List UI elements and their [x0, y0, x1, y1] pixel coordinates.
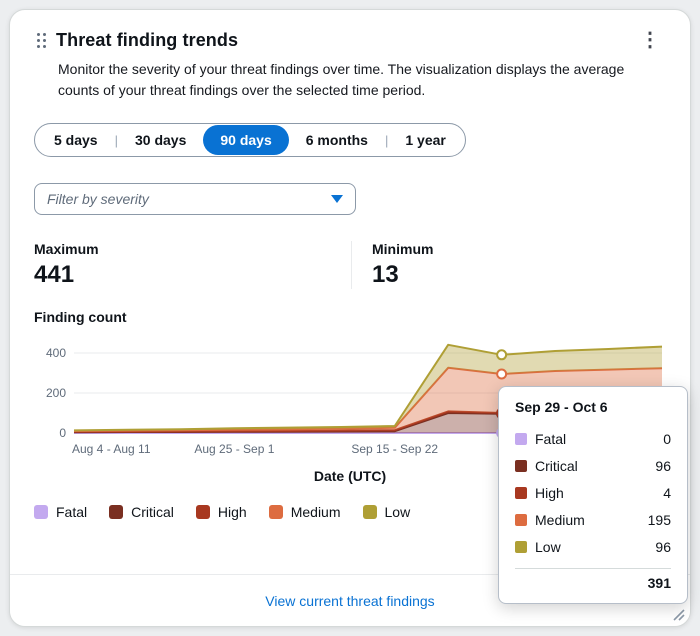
range-option-6-months[interactable]: 6 months — [289, 125, 385, 155]
tooltip-label[interactable]: Medium — [535, 511, 585, 528]
legend-swatch — [268, 505, 283, 519]
range-option-5-days[interactable]: 5 days — [37, 125, 115, 155]
legend-item-medium[interactable]: Medium — [268, 504, 341, 520]
tooltip-label[interactable]: Critical — [535, 457, 578, 474]
legend-label: Fatal — [56, 504, 88, 520]
tooltip-row-critical: Critical 96 — [515, 452, 671, 479]
minimum-value: 13 — [372, 261, 399, 288]
threat-trends-widget: Threat finding trends ⋮ Monitor the seve… — [9, 9, 691, 627]
svg-text:0: 0 — [59, 426, 66, 440]
legend-item-fatal[interactable]: Fatal — [34, 504, 87, 520]
tooltip-value: 96 — [655, 457, 671, 474]
legend-label: Critical — [131, 504, 174, 520]
widget-title: Threat finding trends — [56, 29, 239, 50]
filter-placeholder: Filter by severity — [47, 191, 149, 207]
legend-swatch — [362, 505, 377, 519]
view-findings-link[interactable]: View current threat findings — [265, 592, 435, 609]
range-separator: | — [114, 132, 118, 148]
legend-swatch — [34, 505, 48, 519]
drag-handle-icon[interactable] — [34, 31, 48, 49]
stats-row: Maximum 441 Minimum 13 — [34, 241, 666, 289]
tooltip-value: 4 — [663, 484, 671, 501]
svg-text:Sep 15 - Sep 22: Sep 15 - Sep 22 — [351, 442, 438, 456]
legend-item-high[interactable]: High — [195, 504, 247, 520]
legend-swatch — [109, 505, 124, 519]
range-selector: 5 days | 30 days 90 days 6 months | 1 year — [34, 123, 466, 157]
filter-severity-select[interactable]: Filter by severity — [34, 183, 356, 215]
tooltip-total: 391 — [647, 575, 671, 591]
tooltip-value: 0 — [663, 430, 671, 447]
tooltip-row-high: High 4 — [515, 479, 671, 506]
tooltip-row-fatal: Fatal 0 — [515, 425, 671, 452]
legend-swatch — [195, 505, 210, 519]
tooltip-value: 195 — [647, 511, 671, 528]
overflow-menu-button[interactable]: ⋮ — [634, 28, 666, 52]
resize-handle-icon[interactable] — [671, 607, 685, 621]
chart-legend: Fatal Critical High Medium Low — [34, 504, 666, 520]
tooltip-swatch — [515, 540, 527, 553]
range-option-1-year[interactable]: 1 year — [388, 125, 462, 155]
tooltip-title: Sep 29 - Oct 6 — [515, 399, 608, 415]
minimum-label: Minimum — [372, 241, 434, 257]
range-separator: | — [384, 132, 389, 148]
tooltip-label[interactable]: Fatal — [535, 430, 567, 447]
legend-item-low[interactable]: Low — [362, 504, 411, 520]
tooltip-divider — [515, 568, 671, 569]
legend-label: Low — [384, 504, 411, 520]
svg-text:400: 400 — [46, 346, 66, 360]
tooltip-label[interactable]: Low — [535, 538, 561, 555]
tooltip-label[interactable]: High — [535, 484, 564, 501]
widget-description: Monitor the severity of your threat find… — [58, 61, 625, 98]
tooltip-swatch — [515, 432, 527, 445]
range-option-90-days[interactable]: 90 days — [203, 125, 289, 155]
svg-text:Aug 25 - Sep 1: Aug 25 - Sep 1 — [194, 442, 274, 456]
tooltip-value: 96 — [655, 538, 671, 555]
x-axis-title: Date (UTC) — [313, 468, 387, 484]
legend-item-critical[interactable]: Critical — [109, 504, 174, 520]
svg-text:200: 200 — [46, 386, 66, 400]
chevron-down-icon — [331, 195, 343, 203]
tooltip-row-low: Low 96 — [515, 533, 671, 560]
legend-label: High — [217, 504, 247, 520]
tooltip-rows: Fatal 0 Critical 96 High 4 Medium 195 Low 96 — [515, 425, 671, 560]
maximum-label: Maximum — [34, 241, 99, 257]
finding-count-label: Finding count — [34, 309, 127, 325]
maximum-value: 441 — [34, 261, 75, 288]
widget-header: Threat finding trends ⋮ — [34, 28, 666, 52]
tooltip-swatch — [515, 513, 527, 526]
range-option-30-days[interactable]: 30 days — [118, 125, 203, 155]
tooltip-swatch — [515, 459, 527, 472]
legend-label: Medium — [290, 504, 341, 520]
chart-tooltip: Sep 29 - Oct 6 Fatal 0 Critical 96 High 4 Medi… — [498, 386, 688, 604]
stat-minimum: Minimum 13 — [352, 241, 453, 289]
stat-maximum: Maximum 441 — [34, 241, 352, 289]
tooltip-swatch — [515, 486, 527, 499]
svg-text:Aug 4 - Aug 11: Aug 4 - Aug 11 — [72, 442, 151, 456]
tooltip-row-medium: Medium 195 — [515, 506, 671, 533]
